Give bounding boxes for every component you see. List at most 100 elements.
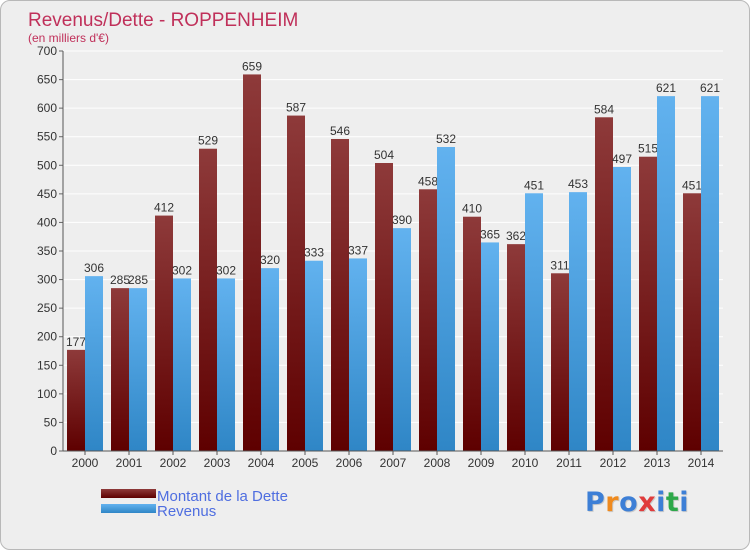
data-label-revenus: 390 — [392, 213, 412, 227]
bar-revenus — [173, 278, 191, 451]
data-label-revenus: 621 — [656, 81, 676, 95]
data-label-dette: 504 — [374, 148, 394, 162]
legend-swatch-revenus — [101, 504, 156, 513]
data-label-revenus: 453 — [568, 177, 588, 191]
bar-revenus — [305, 260, 323, 451]
bar-revenus — [129, 288, 147, 451]
data-label-revenus: 365 — [480, 227, 500, 241]
logo-letter: i — [656, 487, 666, 518]
data-label-dette: 285 — [110, 273, 130, 287]
data-label-revenus: 532 — [436, 132, 456, 146]
data-label-dette: 410 — [462, 202, 482, 216]
x-tick-label: 2013 — [644, 456, 671, 470]
x-tick-label: 2000 — [72, 456, 99, 470]
data-label-revenus: 621 — [700, 81, 720, 95]
data-label-revenus: 320 — [260, 253, 280, 267]
legend-label-dette: Montant de la Dette — [157, 488, 288, 505]
data-label-revenus: 302 — [216, 263, 236, 277]
bar-dette — [375, 163, 393, 451]
data-label-dette: 311 — [550, 258, 569, 272]
bar-dette — [155, 215, 173, 451]
bar-dette — [111, 288, 129, 451]
data-label-dette: 458 — [418, 174, 438, 188]
x-tick-label: 2007 — [380, 456, 407, 470]
x-tick-label: 2011 — [556, 456, 582, 470]
x-tick-label: 2001 — [116, 456, 143, 470]
data-label-dette: 362 — [506, 229, 526, 243]
logo-letter: P — [585, 487, 606, 518]
x-tick-label: 2004 — [248, 456, 275, 470]
bar-revenus — [701, 96, 719, 452]
logo-letter: i — [679, 487, 690, 518]
data-label-dette: 584 — [594, 102, 614, 116]
chart-title: Revenus/Dette - ROPPENHEIM — [28, 10, 298, 31]
data-label-dette: 451 — [682, 178, 702, 192]
bar-revenus — [613, 167, 631, 451]
bar-dette — [595, 117, 613, 452]
bar-revenus — [85, 276, 103, 451]
y-tick-label: 200 — [37, 330, 57, 344]
bar-revenus — [349, 258, 367, 451]
bar-revenus — [217, 278, 235, 451]
x-tick-label: 2014 — [688, 456, 715, 470]
bar-revenus — [657, 96, 675, 452]
y-tick-label: 650 — [37, 73, 57, 87]
bar-dette — [419, 189, 437, 452]
bar-dette — [683, 193, 701, 452]
data-label-dette: 546 — [330, 124, 350, 138]
bar-revenus — [525, 193, 543, 452]
bar-dette — [639, 156, 657, 451]
chart-subtitle: (en milliers d'€) — [28, 31, 109, 45]
bar-dette — [463, 216, 481, 451]
bar-dette — [199, 148, 217, 451]
x-tick-label: 2002 — [160, 456, 187, 470]
y-tick-label: 100 — [37, 387, 57, 401]
data-label-revenus: 451 — [524, 178, 544, 192]
y-axis: 0 50 100 150 200 250 300 350 400 450 500 550 600 650 7… — [37, 44, 64, 458]
y-tick-label: 450 — [37, 187, 57, 201]
data-label-revenus: 302 — [172, 263, 192, 277]
bar-dette — [551, 273, 569, 451]
logo-letter: o — [619, 487, 639, 518]
bar-revenus — [569, 192, 587, 451]
x-tick-label: 2012 — [600, 456, 627, 470]
y-tick-label: 350 — [37, 244, 57, 258]
bar-dette — [507, 244, 525, 451]
logo-letter: t — [665, 487, 680, 518]
bar-dette — [331, 139, 349, 451]
y-tick-label: 0 — [50, 444, 57, 458]
data-label-revenus: 337 — [348, 243, 368, 257]
bar-dette — [67, 349, 85, 451]
y-tick-label: 550 — [37, 130, 57, 144]
x-tick-label: 2005 — [292, 456, 319, 470]
bar-revenus — [393, 228, 411, 451]
data-label-revenus: 333 — [304, 246, 324, 260]
x-axis: 2000 2001 2002 2003 2004 2005 2006 2007 2008 2009… — [63, 450, 723, 470]
logo-letter: r — [605, 487, 620, 518]
x-tick-label: 2003 — [204, 456, 231, 470]
y-tick-label: 250 — [37, 301, 57, 315]
legend: Montant de la Dette Revenus — [101, 488, 288, 520]
y-tick-label: 400 — [37, 215, 57, 229]
bar-dette — [243, 74, 261, 451]
x-tick-label: 2009 — [468, 456, 495, 470]
y-tick-label: 150 — [37, 358, 57, 372]
proxiti-logo: Proxiti — [585, 487, 689, 518]
data-label-dette: 412 — [154, 201, 174, 215]
bar-revenus — [261, 268, 279, 451]
y-tick-label: 500 — [37, 158, 57, 172]
data-label-dette: 659 — [242, 59, 262, 73]
y-tick-label: 300 — [37, 273, 57, 287]
data-label-dette: 177 — [66, 335, 86, 349]
x-tick-label: 2008 — [424, 456, 451, 470]
data-label-dette: 587 — [286, 101, 306, 115]
logo-letter: x — [638, 487, 657, 518]
y-tick-label: 600 — [37, 101, 57, 115]
bar-revenus — [481, 242, 499, 451]
y-tick-label: 700 — [37, 44, 57, 58]
legend-swatch-dette — [101, 489, 156, 498]
y-tick-label: 50 — [44, 415, 58, 429]
